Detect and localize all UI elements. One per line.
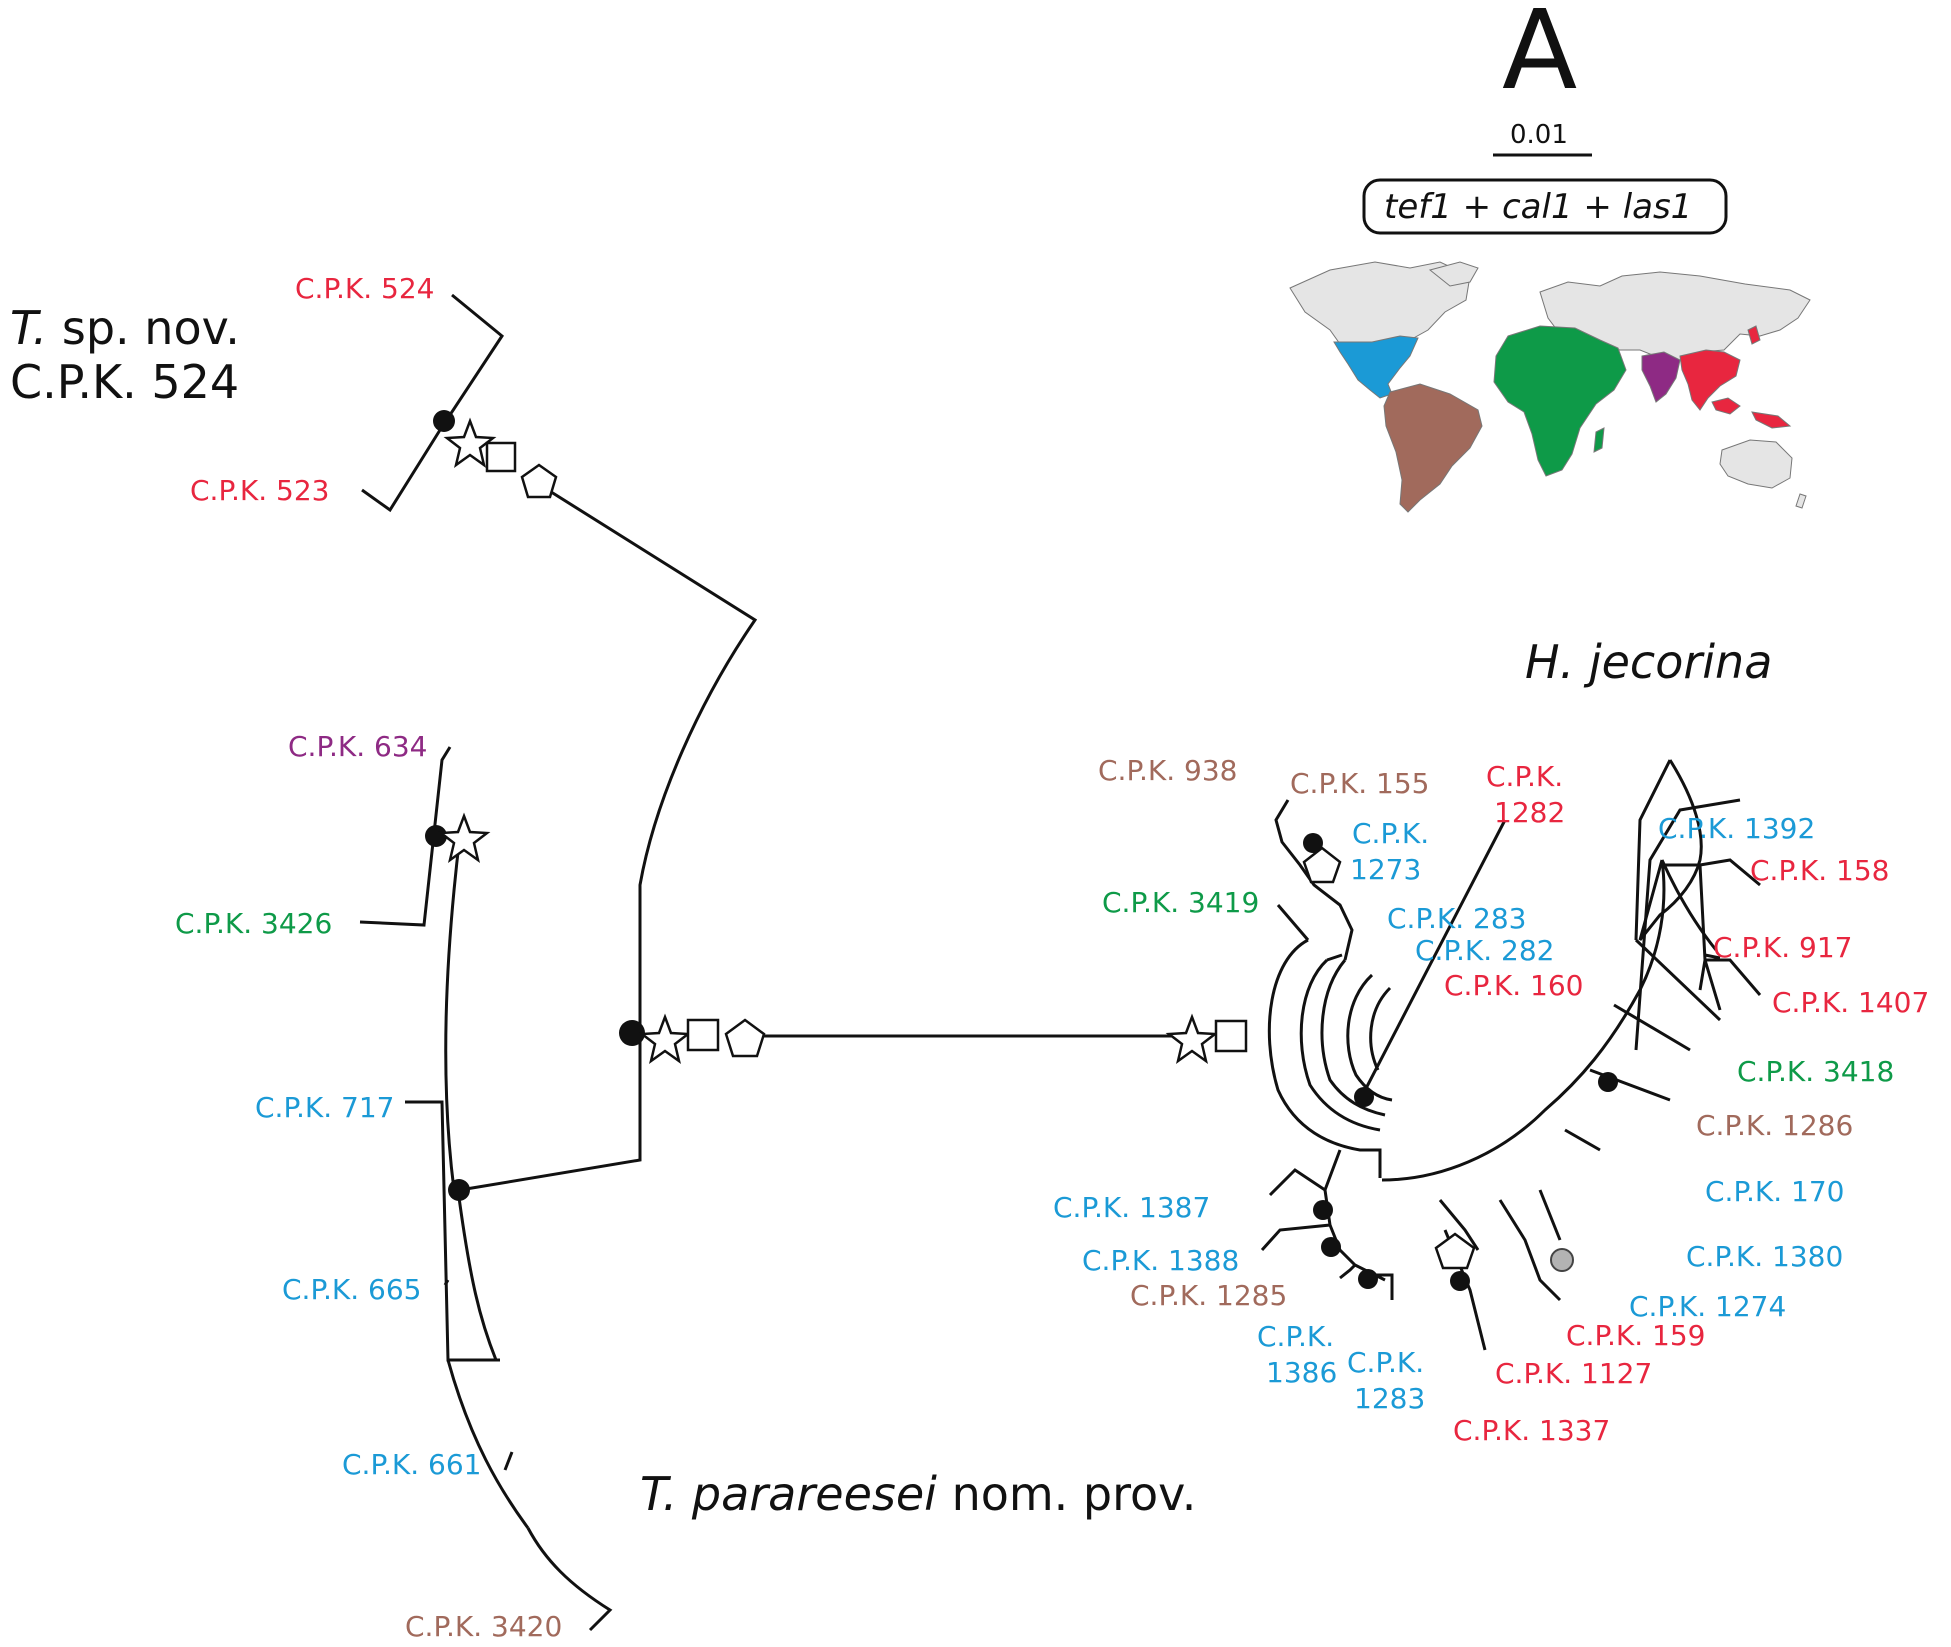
pentagon-symbol (520, 463, 558, 499)
pentagon-symbol (724, 1018, 766, 1058)
pentagon-symbol (1434, 1232, 1476, 1270)
world-map (1289, 261, 1811, 513)
madagascar (1593, 427, 1605, 453)
star-symbol (437, 812, 491, 863)
taxon-label: 1386 (1266, 1356, 1337, 1389)
taxon-label: C.P.K. 159 (1566, 1319, 1705, 1352)
taxon-label: C.P.K. 3420 (405, 1610, 562, 1643)
support-dot (1450, 1271, 1470, 1291)
taxon-label: C.P.K. 1127 (1495, 1357, 1652, 1390)
taxon-label: C.P.K. 524 (295, 272, 434, 305)
taxon-label: C.P.K. 3418 (1737, 1055, 1894, 1088)
clade-label-sp-nov: T. sp. nov. (10, 301, 240, 355)
taxon-label: C.P.K. 283 (1387, 902, 1526, 935)
gene-cal1: cal1 (1502, 187, 1573, 227)
support-dot (425, 825, 447, 847)
support-dot (448, 1179, 470, 1201)
taxon-label: C.P.K. 155 (1290, 767, 1429, 800)
support-dot (1598, 1072, 1618, 1092)
taxon-label: 1273 (1350, 853, 1421, 886)
taxon-label: C.P.K. (1257, 1320, 1334, 1353)
taxon-label: C.P.K. 938 (1098, 754, 1237, 787)
taxon-label: C.P.K. 634 (288, 730, 427, 763)
marker-genes-label: tef1 + cal1 + las1 (1384, 187, 1692, 227)
taxon-label: C.P.K. 160 (1444, 969, 1583, 1002)
taxon-label: C.P.K. 661 (342, 1448, 481, 1481)
central-america-usa (1333, 335, 1419, 399)
taxon-label: C.P.K. 1387 (1053, 1191, 1210, 1224)
taxon-label: C.P.K. 717 (255, 1091, 394, 1124)
new-zealand (1795, 493, 1807, 509)
support-dot (1358, 1269, 1378, 1289)
india (1641, 351, 1681, 403)
marker-box (1362, 178, 1728, 235)
clade-label-parareesei: T. parareesei nom. prov. (640, 1467, 1196, 1521)
taxon-label: 1282 (1494, 796, 1565, 829)
gene-las1: las1 (1623, 187, 1693, 227)
taxon-label: C.P.K. 1274 (1629, 1290, 1786, 1323)
taxon-label: C.P.K. 1380 (1686, 1240, 1843, 1273)
square-symbol (1214, 1019, 1248, 1053)
taxon-label: C.P.K. 523 (190, 474, 329, 507)
africa (1493, 325, 1627, 477)
taxon-label: C.P.K. 158 (1750, 854, 1889, 887)
taxon-label: C.P.K. 917 (1713, 931, 1852, 964)
taxon-label: C.P.K. (1347, 1346, 1424, 1379)
square-symbol (485, 441, 517, 473)
new-guinea (1751, 411, 1792, 429)
pentagon-symbol (1302, 846, 1342, 884)
taxon-label: C.P.K. 3419 (1102, 886, 1259, 919)
clade-label-h-jecorina: H. jecorina (1525, 635, 1772, 689)
australia (1719, 439, 1793, 489)
indonesia (1711, 397, 1741, 415)
taxon-label: C.P.K. 170 (1705, 1175, 1844, 1208)
taxon-label: C.P.K. 3426 (175, 907, 332, 940)
support-dot (619, 1020, 645, 1046)
taxon-label: C.P.K. 665 (282, 1273, 421, 1306)
tree-branches-left (359, 293, 1180, 1632)
taxon-label: C.P.K. 282 (1415, 934, 1554, 967)
taxon-labels: C.P.K. 524 C.P.K. 523 C.P.K. 634 C.P.K. … (175, 272, 1929, 1643)
taxon-label: C.P.K. 1286 (1696, 1109, 1853, 1142)
support-dot (1321, 1237, 1341, 1257)
support-dot (1313, 1200, 1333, 1220)
square-symbol (686, 1018, 720, 1052)
taxon-label: C.P.K. (1352, 817, 1429, 850)
star-symbol (443, 417, 497, 468)
south-america (1383, 383, 1483, 513)
clade-label-sp-nov-strain: C.P.K. 524 (10, 355, 239, 409)
taxon-label: C.P.K. 1337 (1453, 1414, 1610, 1447)
north-america (1289, 261, 1471, 347)
tree-branches-jecorina (1260, 759, 1762, 1351)
support-dot (433, 410, 455, 432)
support-dot (1354, 1087, 1374, 1107)
taxon-label: C.P.K. 1392 (1658, 812, 1815, 845)
support-dot (1303, 833, 1323, 853)
taxon-label: C.P.K. 1407 (1772, 986, 1929, 1019)
scale-bar-label: 0.01 (1510, 120, 1568, 150)
taxon-label: C.P.K. 1285 (1130, 1279, 1287, 1312)
support-dot-gray (1550, 1248, 1574, 1272)
taxon-label: C.P.K. 1388 (1082, 1244, 1239, 1277)
support-symbols (425, 410, 1618, 1291)
taxon-label: 1283 (1354, 1382, 1425, 1415)
greenland (1428, 261, 1479, 287)
southeast-asia (1679, 349, 1741, 411)
gene-tef1: tef1 (1384, 187, 1452, 227)
star-symbol (1165, 1013, 1219, 1064)
panel-letter: A (1502, 0, 1577, 114)
star-symbol (638, 1013, 692, 1064)
taxon-label: C.P.K. (1486, 760, 1563, 793)
japan (1747, 325, 1761, 345)
